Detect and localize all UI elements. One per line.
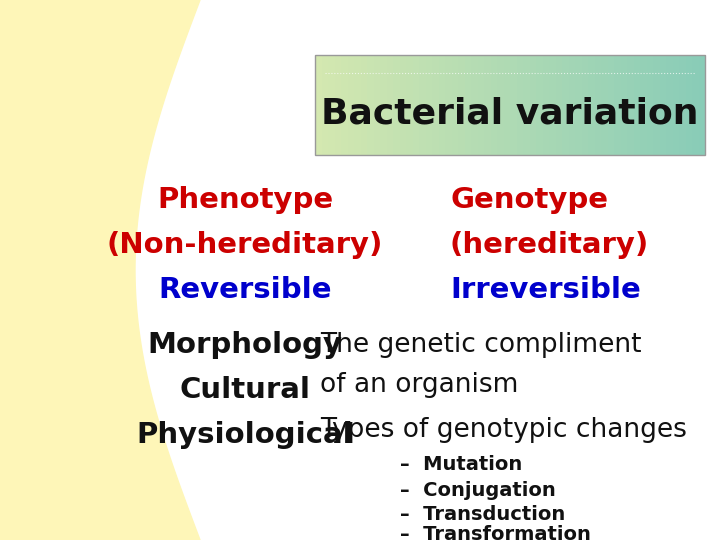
Bar	[426, 55, 433, 155]
Bar	[529, 55, 537, 155]
Bar	[413, 55, 420, 155]
Text: Irreversible: Irreversible	[450, 276, 641, 304]
Text: (Non-hereditary): (Non-hereditary)	[107, 231, 383, 259]
Bar	[562, 55, 570, 155]
Polygon shape	[0, 0, 200, 540]
Bar	[608, 55, 615, 155]
Text: –  Transformation: – Transformation	[400, 525, 591, 540]
Bar	[315, 55, 323, 155]
Bar	[679, 55, 686, 155]
Bar	[445, 55, 452, 155]
Text: Types of genotypic changes: Types of genotypic changes	[320, 417, 687, 443]
Bar	[503, 55, 511, 155]
Text: –  Transduction: – Transduction	[400, 505, 565, 524]
Bar	[400, 55, 407, 155]
Bar	[556, 55, 563, 155]
Bar	[595, 55, 602, 155]
Bar	[653, 55, 660, 155]
Bar	[549, 55, 557, 155]
Bar	[393, 55, 400, 155]
Bar	[647, 55, 654, 155]
Text: Reversible: Reversible	[158, 276, 332, 304]
Bar	[315, 55, 705, 155]
Bar	[419, 55, 426, 155]
Bar	[523, 55, 531, 155]
Bar	[432, 55, 439, 155]
Text: The genetic compliment: The genetic compliment	[320, 332, 642, 358]
Text: Physiological: Physiological	[137, 421, 354, 449]
Bar	[582, 55, 589, 155]
Text: Bacterial variation: Bacterial variation	[321, 96, 698, 130]
Bar	[328, 55, 336, 155]
Text: Cultural: Cultural	[179, 376, 310, 404]
Text: of an organism: of an organism	[320, 372, 518, 398]
Bar	[672, 55, 680, 155]
Bar	[380, 55, 387, 155]
Bar	[692, 55, 700, 155]
Text: –  Mutation: – Mutation	[400, 456, 522, 475]
Bar	[497, 55, 505, 155]
Text: –  Conjugation: – Conjugation	[400, 481, 556, 500]
Bar	[666, 55, 673, 155]
Bar	[477, 55, 485, 155]
Text: (hereditary): (hereditary)	[450, 231, 649, 259]
Bar	[627, 55, 634, 155]
Bar	[542, 55, 550, 155]
Bar	[322, 55, 329, 155]
Bar	[490, 55, 498, 155]
Bar	[634, 55, 641, 155]
Bar	[387, 55, 394, 155]
Bar	[361, 55, 368, 155]
Bar	[588, 55, 595, 155]
Bar	[367, 55, 374, 155]
Bar	[406, 55, 413, 155]
Bar	[698, 55, 706, 155]
Bar	[354, 55, 361, 155]
Bar	[685, 55, 693, 155]
Bar	[471, 55, 479, 155]
Bar	[484, 55, 492, 155]
Bar	[614, 55, 621, 155]
Bar	[348, 55, 355, 155]
Text: Morphology: Morphology	[148, 331, 343, 359]
Text: Genotype: Genotype	[450, 186, 608, 214]
Bar	[341, 55, 348, 155]
Bar	[660, 55, 667, 155]
Bar	[575, 55, 582, 155]
Bar	[516, 55, 524, 155]
Bar	[621, 55, 628, 155]
Bar	[510, 55, 518, 155]
Bar	[464, 55, 472, 155]
Bar	[536, 55, 544, 155]
Bar	[601, 55, 608, 155]
Bar	[374, 55, 381, 155]
Bar	[451, 55, 459, 155]
Text: Phenotype: Phenotype	[157, 186, 333, 214]
Bar	[458, 55, 466, 155]
Bar	[335, 55, 342, 155]
Bar	[569, 55, 576, 155]
Bar	[640, 55, 647, 155]
Bar	[438, 55, 446, 155]
